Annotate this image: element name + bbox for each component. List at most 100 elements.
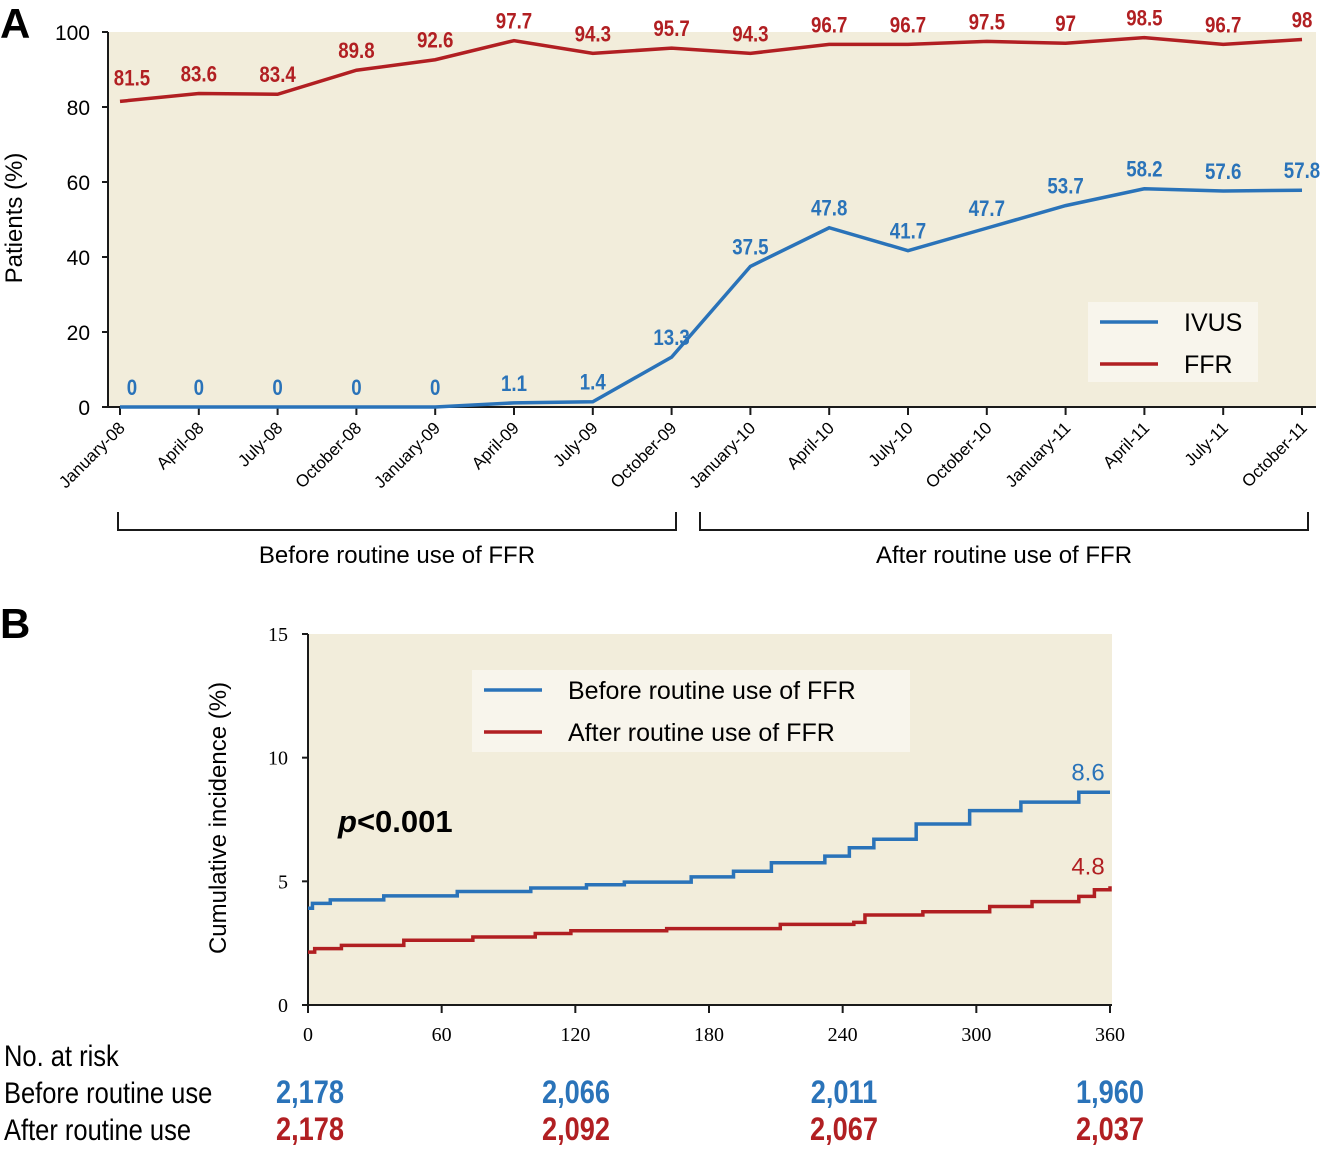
legend: Before routine use of FFR After routine u… bbox=[472, 670, 910, 752]
period-label: After routine use of FFR bbox=[876, 542, 1132, 569]
risk-count: 2,178 bbox=[276, 1075, 344, 1111]
x-tick-label: 0 bbox=[303, 1024, 313, 1046]
x-tick-label: 360 bbox=[1095, 1024, 1125, 1046]
x-tick-label: July-10 bbox=[865, 418, 917, 470]
data-label: 37.5 bbox=[732, 236, 768, 260]
legend-label-before: Before routine use of FFR bbox=[568, 677, 856, 705]
legend-label-ffr: FFR bbox=[1184, 351, 1233, 379]
p-symbol: p bbox=[337, 804, 357, 839]
y-axis-label: Cumulative incidence (%) bbox=[205, 682, 232, 954]
data-label: 83.4 bbox=[259, 64, 296, 88]
risk-count: 2,178 bbox=[276, 1112, 344, 1148]
legend: IVUS FFR bbox=[1088, 302, 1258, 382]
period-label: Before routine use of FFR bbox=[259, 542, 535, 569]
legend-label-after: After routine use of FFR bbox=[568, 719, 835, 747]
x-tick-label: October-10 bbox=[922, 418, 996, 492]
data-label: 0 bbox=[351, 377, 361, 401]
data-label: 1.1 bbox=[501, 373, 527, 397]
data-label: 57.8 bbox=[1284, 160, 1320, 184]
data-label: 96.7 bbox=[811, 14, 847, 38]
x-tick-label: April-11 bbox=[1099, 418, 1153, 472]
end-value-label: 8.6 bbox=[1071, 759, 1104, 786]
x-tick-label: 60 bbox=[432, 1024, 452, 1046]
legend-box bbox=[472, 670, 910, 752]
panel-b-letter: B bbox=[0, 600, 30, 647]
y-tick-label: 20 bbox=[67, 322, 90, 345]
data-label: 0 bbox=[430, 377, 440, 401]
y-tick-label: 15 bbox=[268, 624, 288, 646]
panel-b: B 0 5 10 15 0 60 120 180 240 300 360 Cumulative inc… bbox=[0, 600, 1144, 1148]
data-label: 92.6 bbox=[417, 29, 453, 53]
x-tick-label: April-10 bbox=[783, 418, 838, 473]
data-label: 47.8 bbox=[811, 197, 847, 221]
x-tick-label: January-11 bbox=[1002, 418, 1075, 491]
data-label: 0 bbox=[127, 377, 137, 401]
data-label: 98.5 bbox=[1126, 7, 1162, 31]
data-label: 97.5 bbox=[969, 11, 1005, 35]
y-tick-label: 0 bbox=[78, 397, 90, 420]
x-tick-label: April-08 bbox=[153, 418, 208, 473]
x-tick-label: 300 bbox=[961, 1024, 991, 1046]
data-label: 83.6 bbox=[181, 63, 217, 87]
data-label: 94.3 bbox=[575, 23, 611, 47]
p-value-annotation: p<0.001 bbox=[337, 804, 453, 839]
data-label: 0 bbox=[272, 377, 282, 401]
data-label: 47.7 bbox=[969, 198, 1005, 222]
y-tick-label: 80 bbox=[67, 97, 90, 120]
data-label: 0 bbox=[194, 377, 204, 401]
y-tick-label: 5 bbox=[278, 871, 288, 893]
x-tick-label: 120 bbox=[560, 1024, 590, 1046]
risk-row-label: After routine use bbox=[4, 1113, 191, 1146]
data-label: 13.3 bbox=[653, 327, 689, 351]
y-tick-label: 10 bbox=[268, 748, 288, 770]
x-tick-label: July-11 bbox=[1181, 418, 1232, 469]
series-line-ivus bbox=[120, 186, 1303, 409]
panel-a-letter: A bbox=[0, 0, 30, 47]
x-tick-label: October-09 bbox=[607, 418, 681, 492]
risk-count: 2,067 bbox=[810, 1112, 878, 1148]
x-tick-label: 180 bbox=[694, 1024, 724, 1046]
series-line-ffr bbox=[119, 35, 1303, 104]
y-tick-label: 0 bbox=[278, 995, 288, 1017]
risk-count: 2,092 bbox=[542, 1112, 610, 1148]
data-label: 81.5 bbox=[114, 67, 150, 91]
p-value: <0.001 bbox=[357, 804, 453, 839]
risk-count: 1,960 bbox=[1076, 1075, 1144, 1111]
data-label: 89.8 bbox=[338, 40, 374, 64]
x-tick-label: October-08 bbox=[292, 418, 366, 492]
legend-box bbox=[1088, 302, 1258, 382]
risk-count: 2,011 bbox=[811, 1075, 878, 1111]
period-bracket bbox=[699, 512, 1309, 531]
x-tick-label: January-09 bbox=[370, 418, 444, 492]
x-tick-label: July-08 bbox=[234, 418, 286, 470]
x-tick-label: October-11 bbox=[1238, 418, 1311, 491]
x-tick-label: 240 bbox=[828, 1024, 858, 1046]
data-label: 57.6 bbox=[1205, 161, 1241, 185]
risk-row-label: Before routine use bbox=[4, 1076, 212, 1109]
x-tick-label: January-10 bbox=[686, 418, 760, 492]
data-label: 1.4 bbox=[580, 371, 607, 395]
data-label: 58.2 bbox=[1126, 158, 1162, 182]
panel-a: A 0 20 40 60 80 100 Patients (%) January-08 Apri… bbox=[0, 0, 1320, 569]
end-value-label: 4.8 bbox=[1071, 853, 1104, 880]
x-tick-label: April-09 bbox=[468, 418, 523, 473]
data-label: 96.7 bbox=[890, 14, 926, 38]
x-tick-label: July-09 bbox=[549, 418, 601, 470]
data-label: 98 bbox=[1292, 9, 1313, 33]
risk-count: 2,066 bbox=[542, 1075, 610, 1111]
period-bracket bbox=[117, 512, 677, 531]
y-tick-label: 40 bbox=[67, 247, 90, 270]
data-label: 97 bbox=[1055, 13, 1076, 37]
km-curve-before bbox=[308, 790, 1110, 911]
data-label: 41.7 bbox=[890, 220, 926, 244]
data-label: 53.7 bbox=[1047, 175, 1083, 199]
km-curve-after bbox=[308, 886, 1112, 954]
data-label: 96.7 bbox=[1205, 14, 1241, 38]
risk-table-title: No. at risk bbox=[4, 1039, 119, 1072]
y-tick-label: 100 bbox=[55, 22, 90, 45]
data-label: 95.7 bbox=[653, 18, 689, 42]
y-axis-label: Patients (%) bbox=[1, 153, 28, 284]
x-tick-label: January-08 bbox=[55, 418, 129, 492]
data-label: 97.7 bbox=[496, 10, 532, 34]
